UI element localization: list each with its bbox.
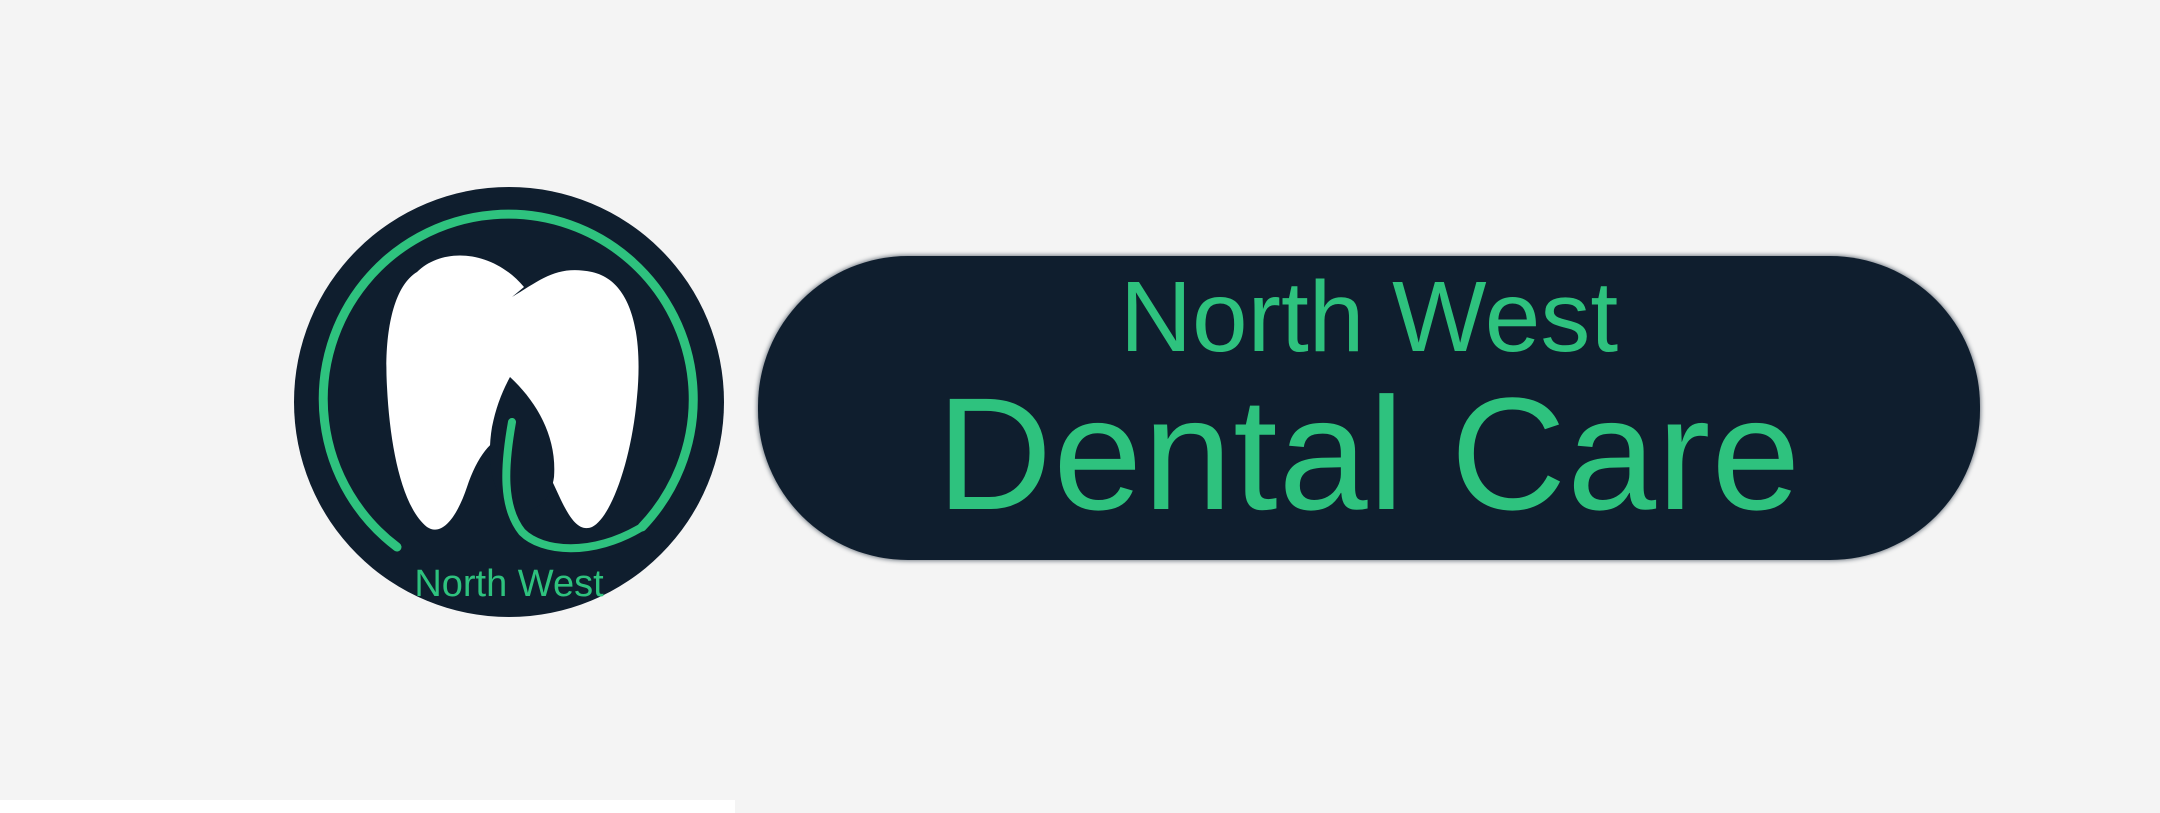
emblem-text: North West: [414, 563, 604, 605]
banner-title-line2: Dental Care: [936, 364, 1802, 543]
tooth-leaf-icon: [294, 187, 724, 617]
logo-banner: North West Dental Care: [758, 256, 1980, 560]
bottom-strip: [0, 800, 735, 813]
logo-emblem: North West: [292, 187, 726, 617]
banner-title-line1: North West: [1119, 261, 1619, 373]
